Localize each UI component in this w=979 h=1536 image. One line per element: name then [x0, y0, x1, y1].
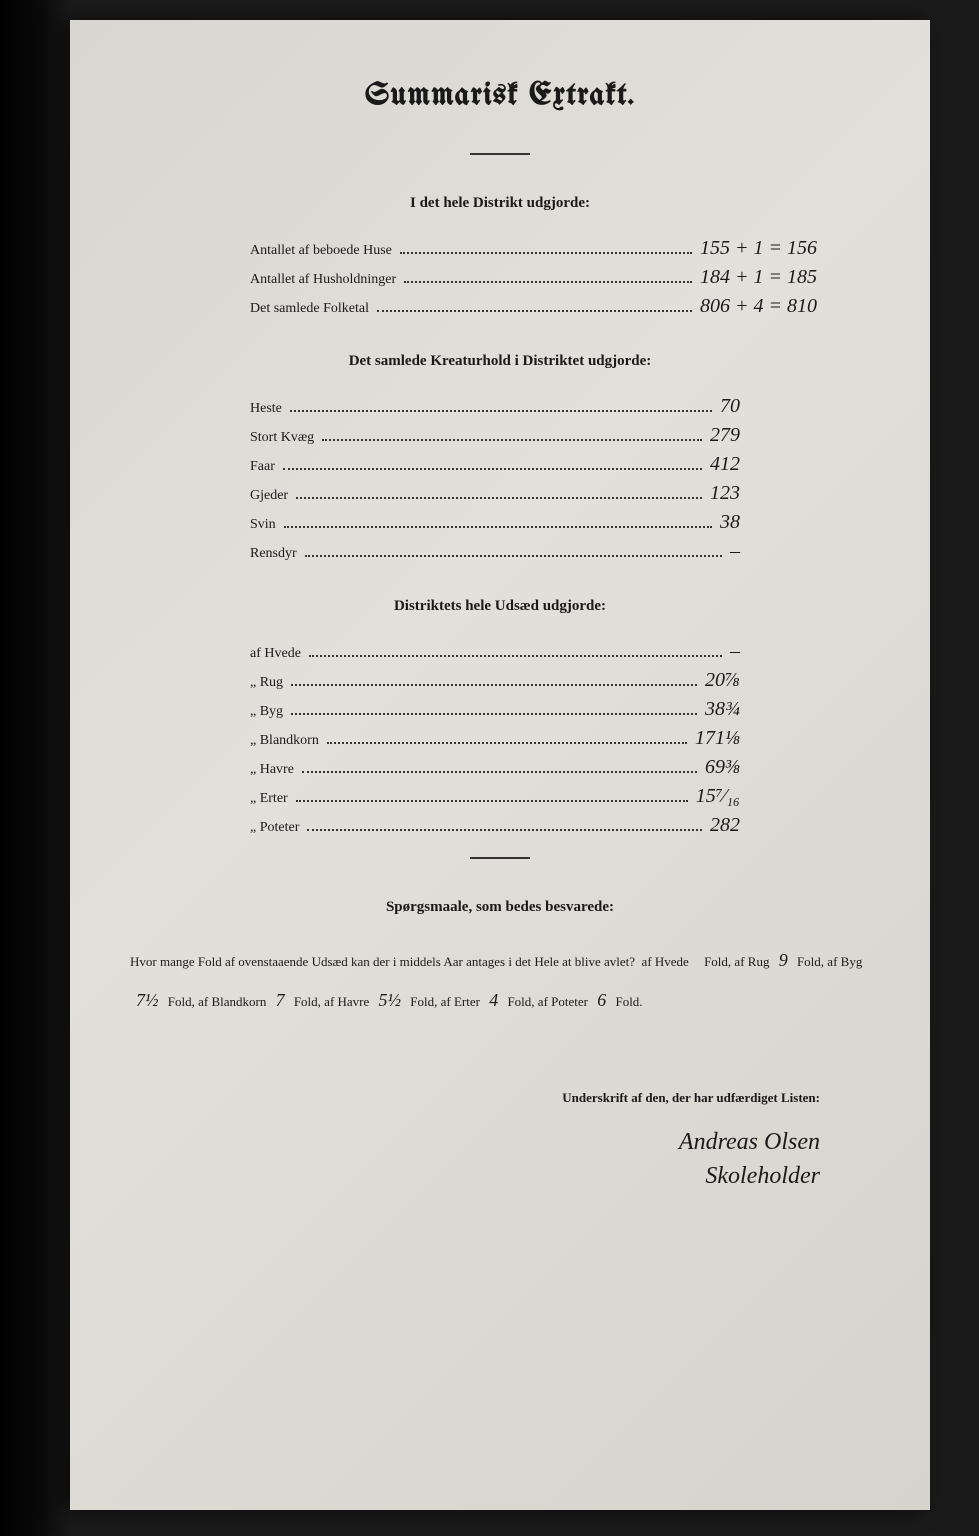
leader-dots — [327, 742, 687, 744]
label: „ Havre — [250, 762, 294, 778]
label: „ Byg — [250, 704, 283, 720]
value: 171⅛ — [695, 727, 880, 750]
leader-dots — [291, 684, 697, 686]
signature-label: Underskrift af den, der har udfærdiget L… — [120, 1090, 820, 1106]
row-havre: „ Havre 69⅜ — [120, 756, 880, 779]
value: 20⅞ — [705, 669, 880, 692]
val-byg: 7½ — [130, 990, 165, 1010]
label: „ Rug — [250, 675, 283, 691]
section1-heading: I det hele Distrikt udgjorde: — [120, 195, 880, 212]
value: 38 — [720, 511, 880, 534]
value: 15⁷⁄₁₆ — [696, 785, 880, 808]
val-poteter: 6 — [591, 990, 612, 1010]
leader-dots — [322, 439, 702, 441]
row-kvaeg: Stort Kvæg 279 — [120, 424, 880, 447]
divider — [470, 857, 530, 859]
leader-dots — [404, 281, 692, 283]
value: 412 — [710, 453, 880, 476]
row-rug: „ Rug 20⅞ — [120, 669, 880, 692]
row-faar: Faar 412 — [120, 453, 880, 476]
leader-dots — [400, 252, 692, 254]
signature-role: Skoleholder — [120, 1160, 820, 1194]
leader-dots — [302, 771, 697, 773]
row-folketal: Det samlede Folketal 806 + 4 = 810 — [120, 295, 880, 318]
value: 38¾ — [705, 698, 880, 721]
document-page: Summarisk Extrakt. I det hele Distrikt u… — [70, 20, 930, 1510]
label: „ Poteter — [250, 820, 299, 836]
value: 155 + 1 = 156 — [700, 237, 880, 260]
label: Heste — [250, 401, 282, 417]
value: 282 — [710, 814, 880, 837]
signature-name: Andreas Olsen — [120, 1126, 820, 1160]
row-byg: „ Byg 38¾ — [120, 698, 880, 721]
divider — [470, 153, 530, 155]
leader-dots — [283, 468, 702, 470]
row-blandkorn: „ Blandkorn 171⅛ — [120, 727, 880, 750]
leader-dots — [377, 310, 692, 312]
label: Svin — [250, 517, 276, 533]
leader-dots — [284, 526, 712, 528]
row-heste: Heste 70 — [120, 395, 880, 418]
section1-rows: Antallet af beboede Huse 155 + 1 = 156 A… — [120, 237, 880, 318]
label: af Hvede — [250, 646, 301, 662]
value: 70 — [720, 395, 880, 418]
value: 69⅜ — [705, 756, 880, 779]
section4-heading: Spørgsmaale, som bedes besvarede: — [120, 899, 880, 916]
section3-heading: Distriktets hele Udsæd udgjorde: — [120, 598, 880, 615]
val-havre: 5½ — [373, 990, 408, 1010]
book-binding — [0, 0, 70, 1536]
label: Rensdyr — [250, 546, 297, 562]
value: – — [730, 640, 880, 663]
row-hvede: af Hvede – — [120, 640, 880, 663]
value: 123 — [710, 482, 880, 505]
label: „ Blandkorn — [250, 733, 319, 749]
question-intro: Hvor mange Fold af ovenstaaende Udsæd ka… — [130, 954, 635, 969]
label: Stort Kvæg — [250, 430, 314, 446]
val-erter: 4 — [483, 990, 504, 1010]
label: Det samlede Folketal — [250, 301, 369, 317]
val-hvede — [692, 950, 704, 970]
leader-dots — [296, 800, 688, 802]
row-svin: Svin 38 — [120, 511, 880, 534]
value: – — [730, 540, 880, 563]
leader-dots — [291, 713, 697, 715]
leader-dots — [307, 829, 702, 831]
leader-dots — [296, 497, 702, 499]
label: Antallet af beboede Huse — [250, 243, 392, 259]
label: „ Erter — [250, 791, 288, 807]
row-husholdninger: Antallet af Husholdninger 184 + 1 = 185 — [120, 266, 880, 289]
row-erter: „ Erter 15⁷⁄₁₆ — [120, 785, 880, 808]
leader-dots — [309, 655, 722, 657]
row-poteter: „ Poteter 282 — [120, 814, 880, 837]
questions-paragraph: Hvor mange Fold af ovenstaaende Udsæd ka… — [120, 941, 880, 1020]
val-blandkorn: 7 — [270, 990, 291, 1010]
row-gjeder: Gjeder 123 — [120, 482, 880, 505]
label: Faar — [250, 459, 275, 475]
label: Gjeder — [250, 488, 288, 504]
signature-block: Underskrift af den, der har udfærdiget L… — [120, 1090, 880, 1193]
val-rug: 9 — [773, 950, 794, 970]
label: Antallet af Husholdninger — [250, 272, 396, 288]
section2-heading: Det samlede Kreaturhold i Distriktet udg… — [120, 353, 880, 370]
row-rensdyr: Rensdyr – — [120, 540, 880, 563]
leader-dots — [305, 555, 722, 557]
section2-rows: Heste 70 Stort Kvæg 279 Faar 412 Gjeder … — [120, 395, 880, 563]
section3-rows: af Hvede – „ Rug 20⅞ „ Byg 38¾ „ Blandko… — [120, 640, 880, 837]
row-huse: Antallet af beboede Huse 155 + 1 = 156 — [120, 237, 880, 260]
value: 806 + 4 = 810 — [700, 295, 880, 318]
value: 279 — [710, 424, 880, 447]
page-title: Summarisk Extrakt. — [120, 80, 880, 113]
leader-dots — [290, 410, 712, 412]
value: 184 + 1 = 185 — [700, 266, 880, 289]
